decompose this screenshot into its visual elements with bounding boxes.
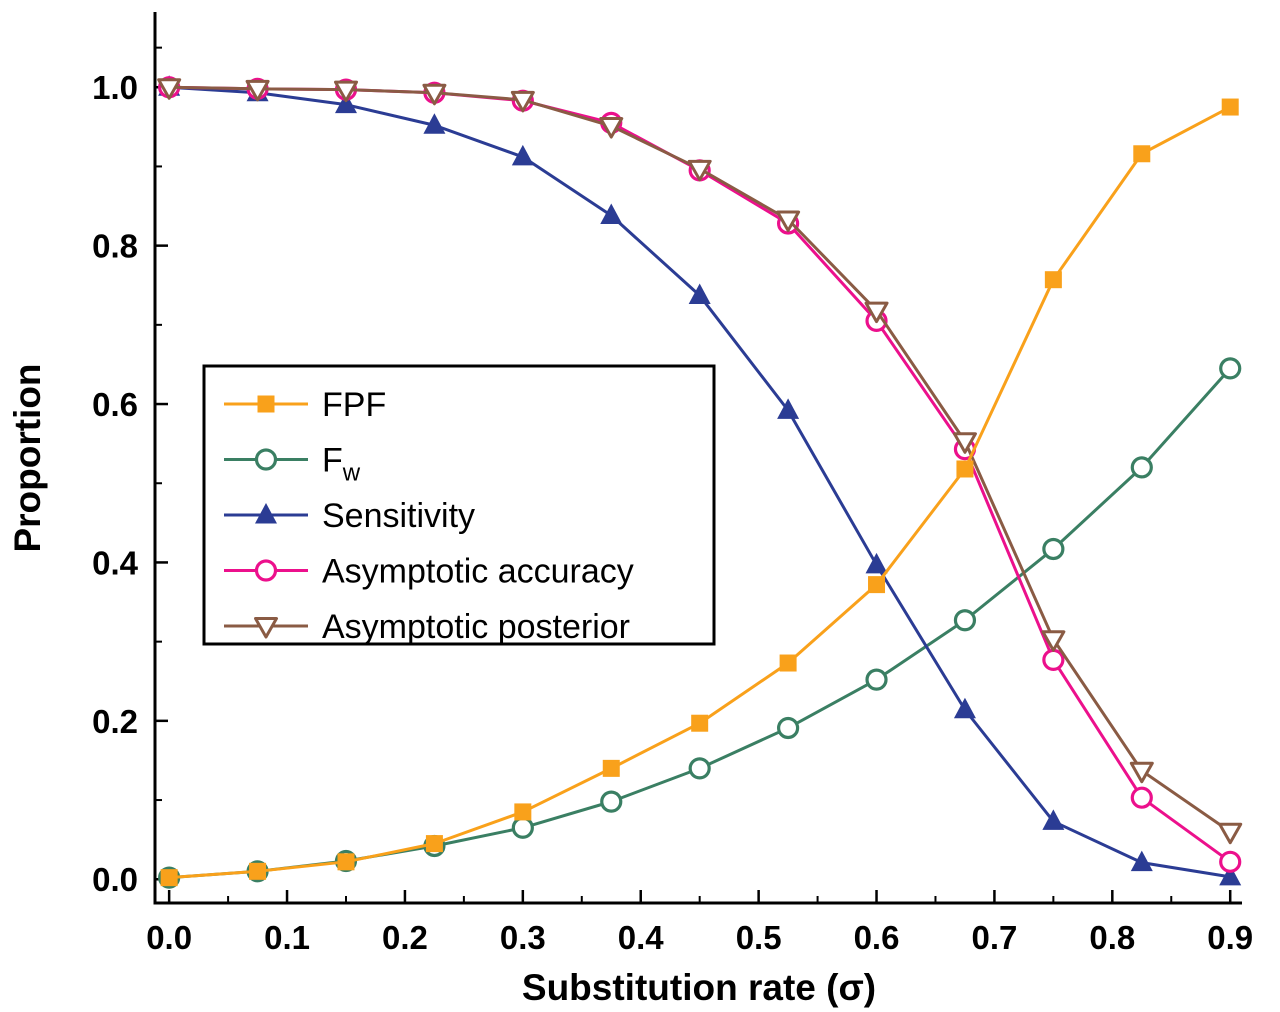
legend-item-fw: Fw — [224, 442, 361, 487]
y-axis-title: Proportion — [7, 363, 48, 552]
legend-label: FPF — [322, 386, 386, 424]
x-tick-label: 0.0 — [146, 919, 192, 956]
series-fpf — [160, 98, 1239, 887]
x-tick-label: 0.4 — [618, 919, 665, 956]
tick-labels: 0.0 0.1 0.2 0.3 0.4 0.5 0.6 0.7 0.8 0.9 0.0 0.2 0.4 0… — [92, 69, 1253, 956]
legend-label: Sensitivity — [322, 497, 475, 535]
legend: FPF Fw Sensitivity Asymptotic accuracy Asymp… — [202, 364, 716, 646]
legend-item-fpf: FPF — [224, 386, 386, 424]
axes — [153, 12, 1242, 905]
x-tick-label: 0.6 — [854, 919, 900, 956]
x-tick-label: 0.7 — [971, 919, 1017, 956]
y-tick-label: 0.6 — [92, 386, 138, 423]
series-asymptotic-posterior — [157, 78, 1243, 845]
x-tick-label: 0.1 — [264, 919, 310, 956]
legend-box — [202, 364, 716, 646]
legend-label: Asymptotic posterior — [322, 608, 630, 646]
y-tick-label: 1.0 — [92, 69, 138, 106]
legend-item-asymptotic-accuracy: Asymptotic accuracy — [224, 553, 634, 591]
legend-label: Asymptotic accuracy — [322, 553, 634, 591]
x-tick-label: 0.2 — [382, 919, 428, 956]
x-tick-label: 0.8 — [1089, 919, 1135, 956]
legend-item-asymptotic-posterior: Asymptotic posterior — [224, 608, 630, 646]
y-tick-label: 0.8 — [92, 228, 138, 265]
x-tick-label: 0.5 — [736, 919, 782, 956]
legend-label: Fw — [322, 442, 361, 487]
series-sensitivity — [158, 75, 1242, 886]
x-tick-label: 0.3 — [500, 919, 546, 956]
x-tick-label: 0.9 — [1207, 919, 1253, 956]
y-tick-label: 0.4 — [92, 544, 139, 581]
y-tick-label: 0.2 — [92, 703, 138, 740]
y-tick-label: 0.0 — [92, 861, 138, 898]
x-axis-title: Substitution rate (σ) — [522, 967, 876, 1008]
legend-item-sensitivity: Sensitivity — [224, 497, 475, 535]
